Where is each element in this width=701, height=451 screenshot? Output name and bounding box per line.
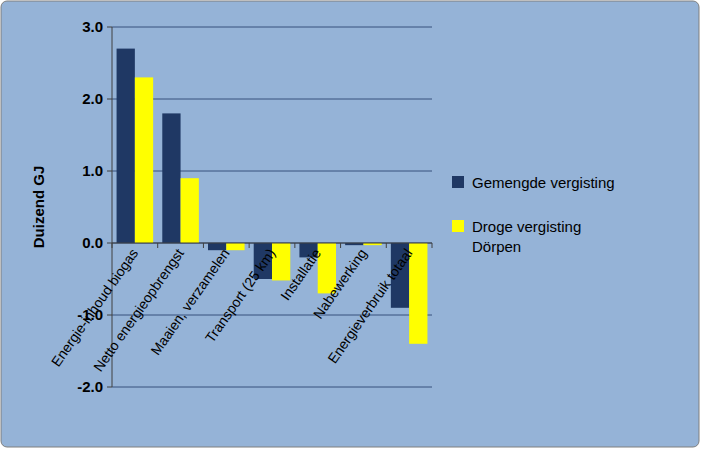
x-tick [203, 243, 204, 248]
x-tick-label: Installatie [277, 245, 324, 303]
x-tick [294, 243, 295, 248]
bar [272, 243, 290, 280]
x-tick-label: Energieverbruik totaal [324, 246, 415, 367]
y-tick-label: -2.0 [77, 378, 103, 395]
bar [162, 113, 180, 243]
x-tick-label: Maaien, verzamelen [147, 246, 232, 358]
y-tick-label: 3.0 [82, 18, 103, 35]
y-tick-label: 1.0 [82, 162, 103, 179]
legend-label: Droge vergistingDörpen [472, 218, 581, 255]
x-axis [112, 243, 432, 244]
legend-swatch [452, 220, 464, 232]
x-tick [340, 243, 341, 248]
legend-swatch [452, 176, 464, 188]
grid-line [112, 171, 432, 172]
bar [181, 178, 199, 243]
grid-line [112, 387, 432, 388]
grid-line [112, 99, 432, 100]
x-tick-label: Energie-inhoud biogas [48, 246, 141, 370]
plot-area [112, 27, 432, 387]
bar [226, 243, 244, 250]
y-tick [107, 243, 112, 244]
y-tick [107, 27, 112, 28]
y-tick [107, 99, 112, 100]
grid-line [112, 315, 432, 316]
bar [117, 49, 135, 243]
y-tick [107, 387, 112, 388]
x-tick [432, 243, 433, 248]
y-axis-label: Duizend GJ [30, 166, 47, 249]
bar [135, 77, 153, 243]
x-tick-label: Transport (25 km) [202, 246, 279, 346]
chart-container: -2.0-1.00.01.02.03.0Duizend GJEnergie-in… [0, 0, 701, 451]
chart-background [1, 1, 699, 447]
grid-line [112, 243, 432, 244]
y-tick-label: 2.0 [82, 90, 103, 107]
x-tick [112, 243, 113, 248]
x-tick-label: Netto energieopbrengst [90, 245, 187, 374]
chart-svg: -2.0-1.00.01.02.03.0Duizend GJEnergie-in… [0, 0, 701, 451]
x-tick [157, 243, 158, 248]
y-tick [107, 315, 112, 316]
legend-label: Gemengde vergisting [472, 174, 615, 191]
y-tick [107, 171, 112, 172]
grid-line [112, 27, 432, 28]
y-tick-label: 0.0 [82, 234, 103, 251]
x-tick [386, 243, 387, 248]
x-tick [249, 243, 250, 248]
